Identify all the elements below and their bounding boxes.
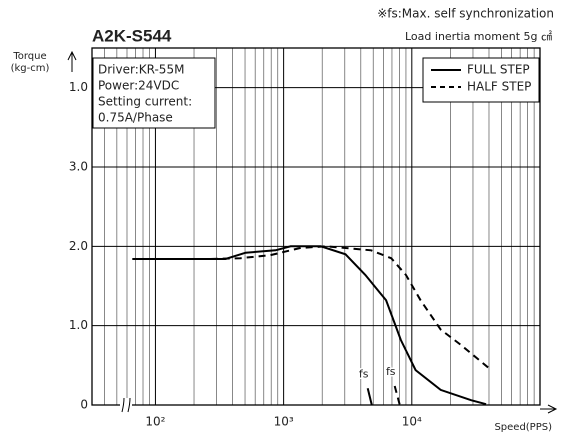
info-text: Driver:KR-55M (98, 63, 184, 77)
y-axis-label: Torque (12, 51, 46, 62)
series-line (366, 388, 373, 406)
chart-title: A2K-S544 (92, 26, 172, 45)
x-tick-label: 10³ (274, 415, 294, 429)
plot (132, 245, 492, 406)
legend-box (422, 57, 540, 103)
info-text: Setting current: (98, 95, 192, 109)
x-tick-label: 10² (145, 415, 165, 429)
y-tick-label: 1.0 (69, 318, 88, 332)
x-axis-label: Speed(PPS) (494, 422, 552, 433)
subtitle: Load inertia moment 5g ㎠ (405, 30, 552, 43)
y-tick-label: 2.0 (69, 239, 88, 253)
frame (91, 47, 541, 406)
note: ※fs:Max. self synchronization (377, 7, 554, 21)
axis-break (121, 397, 131, 413)
info-box (92, 57, 216, 129)
legend: FULL STEP HALF STEP (422, 57, 540, 103)
x-arrow-head (547, 404, 558, 414)
y-axis-label: (kg-cm) (11, 63, 50, 74)
legend-label: HALF STEP (467, 80, 531, 94)
info-text: Power:24VDC (98, 79, 179, 93)
y-tick-label: 1.0 (69, 80, 88, 94)
info-text: 0.75A/Phase (98, 111, 173, 125)
series-line (393, 385, 401, 406)
legend-label: FULL STEP (467, 63, 530, 77)
y-tick-label: 3.0 (69, 160, 88, 174)
y-tick-label: 0 (80, 398, 88, 412)
annotation: fs (359, 367, 369, 380)
series-line (210, 245, 492, 371)
annotation: fs (386, 365, 396, 378)
y-arrow-head (67, 50, 77, 61)
series-line (132, 245, 487, 406)
x-tick-label: 10⁴ (402, 415, 422, 429)
